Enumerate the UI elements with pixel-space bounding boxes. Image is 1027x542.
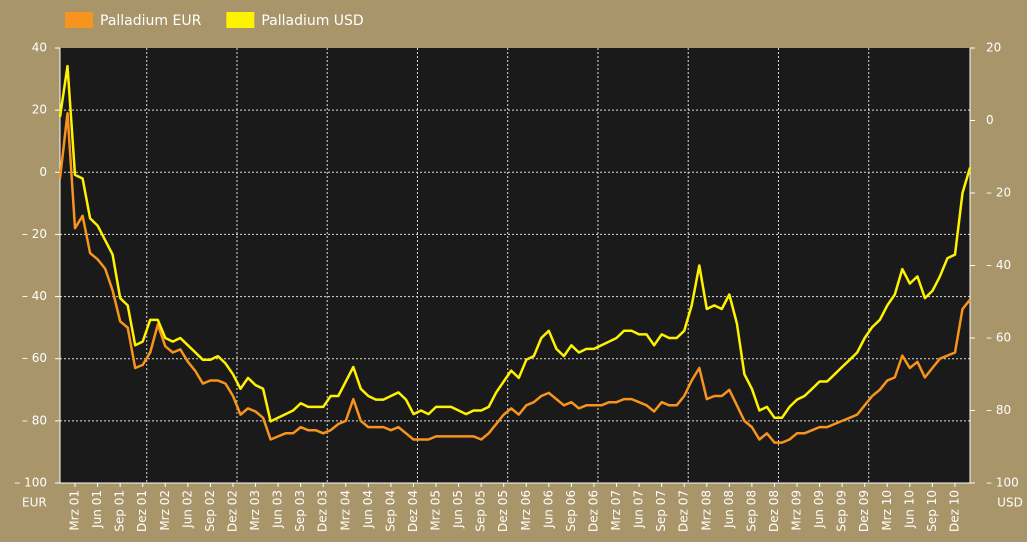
- x-tick-label: Jun 09: [812, 490, 826, 529]
- y2-tick-label: 0: [986, 113, 994, 127]
- x-tick-label: Jun 03: [271, 490, 285, 529]
- x-tick-label: Dez 03: [316, 490, 330, 532]
- y2-tick-label: 20: [986, 41, 1001, 55]
- x-tick-label: Dez 08: [767, 490, 781, 532]
- x-tick-label: Dez 04: [406, 490, 420, 532]
- y2-tick-label: – 20: [986, 186, 1011, 200]
- y2-tick-label: – 40: [986, 258, 1011, 272]
- x-tick-label: Mrz 03: [248, 490, 262, 531]
- x-tick-label: Dez 06: [586, 490, 600, 532]
- x-tick-label: Sep 10: [925, 490, 939, 532]
- x-tick-label: Mrz 05: [429, 490, 443, 531]
- y2-tick-label: – 80: [986, 403, 1011, 417]
- x-tick-label: Sep 03: [293, 490, 307, 532]
- x-tick-label: Sep 01: [113, 490, 127, 532]
- y-tick-label: – 60: [22, 351, 47, 365]
- x-tick-label: Jun 01: [90, 490, 104, 529]
- x-tick-label: Jun 04: [361, 490, 375, 529]
- x-tick-label: Dez 05: [496, 490, 510, 532]
- x-tick-label: Dez 01: [135, 490, 149, 532]
- y-tick-label: – 40: [22, 289, 47, 303]
- x-tick-label: Sep 06: [564, 490, 578, 532]
- x-tick-label: Dez 07: [677, 490, 691, 532]
- x-tick-label: Jun 08: [722, 490, 736, 529]
- x-tick-label: Mrz 06: [519, 490, 533, 531]
- x-tick-label: Mrz 09: [790, 490, 804, 531]
- x-tick-label: Dez 02: [225, 490, 239, 532]
- x-tick-label: Mrz 01: [68, 490, 82, 531]
- x-tick-label: Sep 08: [744, 490, 758, 532]
- line-series: [58, 64, 972, 423]
- x-tick-label: Sep 02: [203, 490, 217, 532]
- x-tick-label: Dez 09: [857, 490, 871, 532]
- y-tick-label: – 80: [22, 413, 47, 427]
- y-tick-label: – 100: [14, 476, 47, 490]
- x-tick-label: Dez 10: [947, 490, 961, 532]
- x-tick-label: Jun 06: [541, 490, 555, 529]
- y-tick-label: 20: [32, 103, 47, 117]
- y2-tick-label: – 60: [986, 331, 1011, 345]
- x-tick-label: Mrz 07: [609, 490, 623, 531]
- x-tick-label: Jun 02: [180, 490, 194, 529]
- x-tick-label: Mrz 08: [699, 490, 713, 531]
- x-tick-label: Sep 04: [383, 490, 397, 532]
- x-tick-label: Jun 05: [451, 490, 465, 529]
- x-tick-label: Sep 07: [654, 490, 668, 532]
- x-tick-label: Jun 07: [632, 490, 646, 529]
- x-tick-label: Mrz 02: [158, 490, 172, 531]
- x-tick-label: Mrz 04: [338, 490, 352, 531]
- y2-axis-label: USD: [997, 496, 1023, 510]
- plot-area: [60, 48, 970, 483]
- legend-label: Palladium USD: [261, 13, 363, 29]
- x-tick-label: Mrz 10: [880, 490, 894, 531]
- legend-swatch: [65, 12, 93, 28]
- y-axis-label: EUR: [22, 496, 47, 510]
- legend-label: Palladium EUR: [100, 13, 202, 29]
- line-series: [58, 112, 971, 444]
- y2-tick-label: – 100: [986, 476, 1019, 490]
- x-tick-label: Jun 10: [902, 490, 916, 529]
- legend-swatch: [226, 12, 255, 28]
- x-tick-label: Sep 09: [835, 490, 849, 532]
- y-tick-label: 0: [39, 165, 47, 179]
- x-tick-label: Sep 05: [474, 490, 488, 532]
- y-tick-label: – 20: [22, 227, 47, 241]
- y-tick-label: 40: [32, 41, 47, 55]
